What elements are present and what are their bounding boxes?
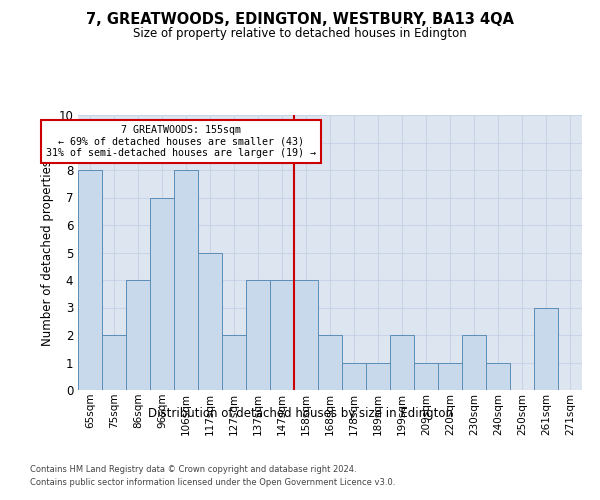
Text: 7, GREATWOODS, EDINGTON, WESTBURY, BA13 4QA: 7, GREATWOODS, EDINGTON, WESTBURY, BA13 … — [86, 12, 514, 28]
Bar — [486, 362, 510, 390]
Bar — [246, 280, 270, 390]
Bar — [198, 252, 222, 390]
Bar — [462, 335, 486, 390]
Bar — [294, 280, 318, 390]
Bar — [366, 362, 390, 390]
Text: Contains HM Land Registry data © Crown copyright and database right 2024.: Contains HM Land Registry data © Crown c… — [30, 466, 356, 474]
Bar — [126, 280, 150, 390]
Bar — [342, 362, 366, 390]
Bar — [534, 308, 558, 390]
Bar — [270, 280, 294, 390]
Bar — [174, 170, 198, 390]
Bar — [78, 170, 102, 390]
Bar — [438, 362, 462, 390]
Bar — [222, 335, 246, 390]
Text: 7 GREATWOODS: 155sqm
← 69% of detached houses are smaller (43)
31% of semi-detac: 7 GREATWOODS: 155sqm ← 69% of detached h… — [46, 124, 316, 158]
Bar — [414, 362, 438, 390]
Y-axis label: Number of detached properties: Number of detached properties — [41, 160, 54, 346]
Bar — [390, 335, 414, 390]
Text: Contains public sector information licensed under the Open Government Licence v3: Contains public sector information licen… — [30, 478, 395, 487]
Text: Distribution of detached houses by size in Edington: Distribution of detached houses by size … — [148, 408, 452, 420]
Bar — [102, 335, 126, 390]
Bar — [318, 335, 342, 390]
Bar — [150, 198, 174, 390]
Text: Size of property relative to detached houses in Edington: Size of property relative to detached ho… — [133, 28, 467, 40]
